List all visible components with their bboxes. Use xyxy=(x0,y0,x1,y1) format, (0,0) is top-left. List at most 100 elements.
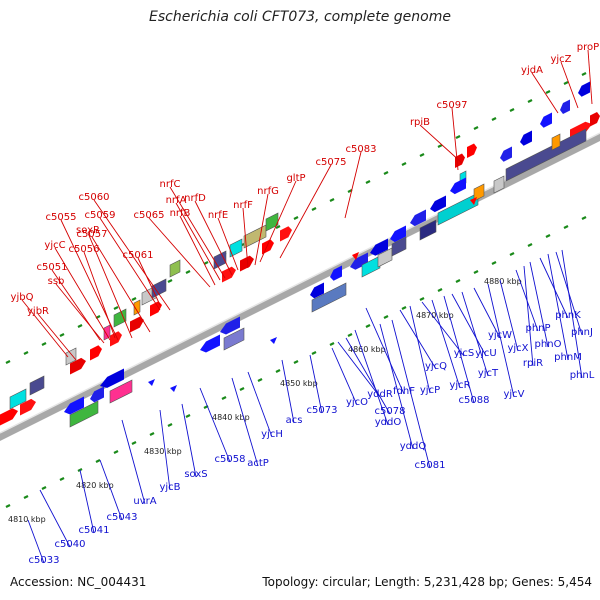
gene-label-phnO: phnO xyxy=(529,261,562,350)
tick-mark xyxy=(185,414,191,418)
gene-label-c5056: c5056 xyxy=(69,244,116,339)
gene-label-c5057: c5057 xyxy=(77,229,151,333)
gene-label-text: yjcO xyxy=(346,397,368,408)
reverse-arrow xyxy=(410,209,426,227)
leader-line xyxy=(159,409,171,491)
gene-label-text: c5081 xyxy=(415,460,446,471)
gene-label-text: c5059 xyxy=(85,210,116,221)
leader-line xyxy=(27,519,45,564)
leader-line xyxy=(487,283,515,398)
gene-label-c5060: c5060 xyxy=(79,192,171,311)
gene-label-text: uvrA xyxy=(133,496,156,507)
gene-label-text: yddQ xyxy=(400,441,427,452)
map-title: Escherichia coli CFT073, complete genome xyxy=(149,9,451,25)
leader-line xyxy=(379,323,414,450)
gene-label-text: phnO xyxy=(535,339,562,350)
reverse-gene-block xyxy=(473,183,485,202)
reverse-arrow xyxy=(430,195,446,213)
tick-mark xyxy=(545,234,551,238)
tick-mark xyxy=(23,351,29,355)
gene-label-text: gltP xyxy=(286,173,305,184)
tick-mark xyxy=(509,108,515,112)
tick-row-reverse xyxy=(5,216,587,508)
forward-gene-block xyxy=(169,259,181,278)
forward-gene-block xyxy=(243,224,267,249)
forward-arrow xyxy=(590,112,600,127)
reverse-arrow xyxy=(100,368,124,388)
marker-triangle xyxy=(170,385,177,392)
leader-line xyxy=(247,371,273,438)
gene-label-yddO: yddO xyxy=(354,329,402,428)
gene-label-c5081: c5081 xyxy=(391,319,446,471)
gene-label-text: yjcQ xyxy=(425,361,447,372)
gene-label-yjcB: yjcB xyxy=(159,409,181,493)
reverse-gene-block xyxy=(505,128,587,182)
marker-triangle xyxy=(270,337,277,344)
gene-label-yjcZ: yjcZ xyxy=(550,54,579,109)
tick-mark xyxy=(95,459,101,463)
gene-label-text: c5073 xyxy=(307,405,338,416)
gene-label-fdhF: fdhF xyxy=(365,307,415,397)
gene-label-yjcC: yjcC xyxy=(44,240,111,341)
forward-arrow xyxy=(467,143,477,158)
marker-triangle xyxy=(352,252,359,260)
forward-gene-block xyxy=(133,299,141,316)
tick-mark xyxy=(77,324,83,328)
leader-line xyxy=(54,247,111,341)
tick-mark xyxy=(509,252,515,256)
gene-label-text: c5057 xyxy=(77,229,108,240)
tick-mark xyxy=(311,207,317,211)
gene-label-phnM: phnM xyxy=(547,253,582,363)
gene-label-text: actP xyxy=(247,458,269,469)
gene-label-proP: proP xyxy=(577,42,599,105)
leader-line xyxy=(345,337,391,415)
forward-arrow xyxy=(240,255,254,272)
gene-label-text: nrfA xyxy=(166,195,187,206)
gene-label-text: nrfD xyxy=(184,193,206,204)
gene-label-text: yjcP xyxy=(420,385,440,396)
gene-label-nrfC: nrfC xyxy=(160,179,226,279)
tick-mark xyxy=(23,495,29,499)
tick-mark xyxy=(455,135,461,139)
gene-label-text: c5040 xyxy=(55,539,86,550)
reverse-gene-block xyxy=(223,327,245,351)
gene-label-yjcX: yjcX xyxy=(499,279,529,354)
gene-label-yjcT: yjcT xyxy=(461,291,499,379)
gene-label-soxR: soxR xyxy=(76,225,133,339)
gene-label-nrfD: nrfD xyxy=(184,193,233,276)
tick-mark xyxy=(113,450,119,454)
gene-label-soxS: soxS xyxy=(181,403,208,480)
reverse-arrow xyxy=(540,112,552,128)
forward-gene-block xyxy=(9,388,27,410)
reverse-gene-block xyxy=(361,255,381,278)
forward-arrow xyxy=(280,226,292,242)
leader-line xyxy=(547,253,569,361)
gene-label-text: c5055 xyxy=(46,212,77,223)
gene-label-text: yjcU xyxy=(475,348,497,359)
tick-mark xyxy=(347,333,353,337)
kbp-label: 4860 kbp xyxy=(348,345,386,354)
tick-mark xyxy=(563,225,569,229)
gene-label-yjcV: yjcV xyxy=(487,283,525,400)
forward-gene-block xyxy=(113,308,127,328)
tick-mark xyxy=(527,243,533,247)
tick-mark xyxy=(365,180,371,184)
leader-line xyxy=(87,232,133,339)
gene-label-text: phnM xyxy=(554,352,582,363)
tick-mark xyxy=(491,261,497,265)
tick-mark xyxy=(257,378,263,382)
gene-label-c5083: c5083 xyxy=(344,144,376,219)
gene-label-text: rpiB xyxy=(410,117,430,128)
gene-label-text: yddO xyxy=(375,417,402,428)
tick-mark xyxy=(383,171,389,175)
tick-mark xyxy=(5,360,11,364)
leader-line xyxy=(337,341,381,398)
gene-label-text: nrfF xyxy=(233,200,253,211)
leader-line xyxy=(451,107,459,171)
gene-label-text: yjcX xyxy=(507,343,528,354)
gene-label-text: yjbQ xyxy=(11,292,34,303)
tick-mark xyxy=(473,270,479,274)
leader-line xyxy=(137,257,161,306)
tick-mark xyxy=(491,117,497,121)
forward-arrow xyxy=(262,239,274,255)
